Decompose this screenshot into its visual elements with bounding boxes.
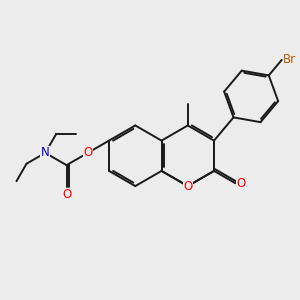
Text: O: O xyxy=(183,180,192,193)
Text: O: O xyxy=(237,177,246,190)
Text: O: O xyxy=(83,146,92,159)
Text: N: N xyxy=(41,146,50,159)
Text: Br: Br xyxy=(283,53,296,66)
Text: O: O xyxy=(62,188,71,201)
